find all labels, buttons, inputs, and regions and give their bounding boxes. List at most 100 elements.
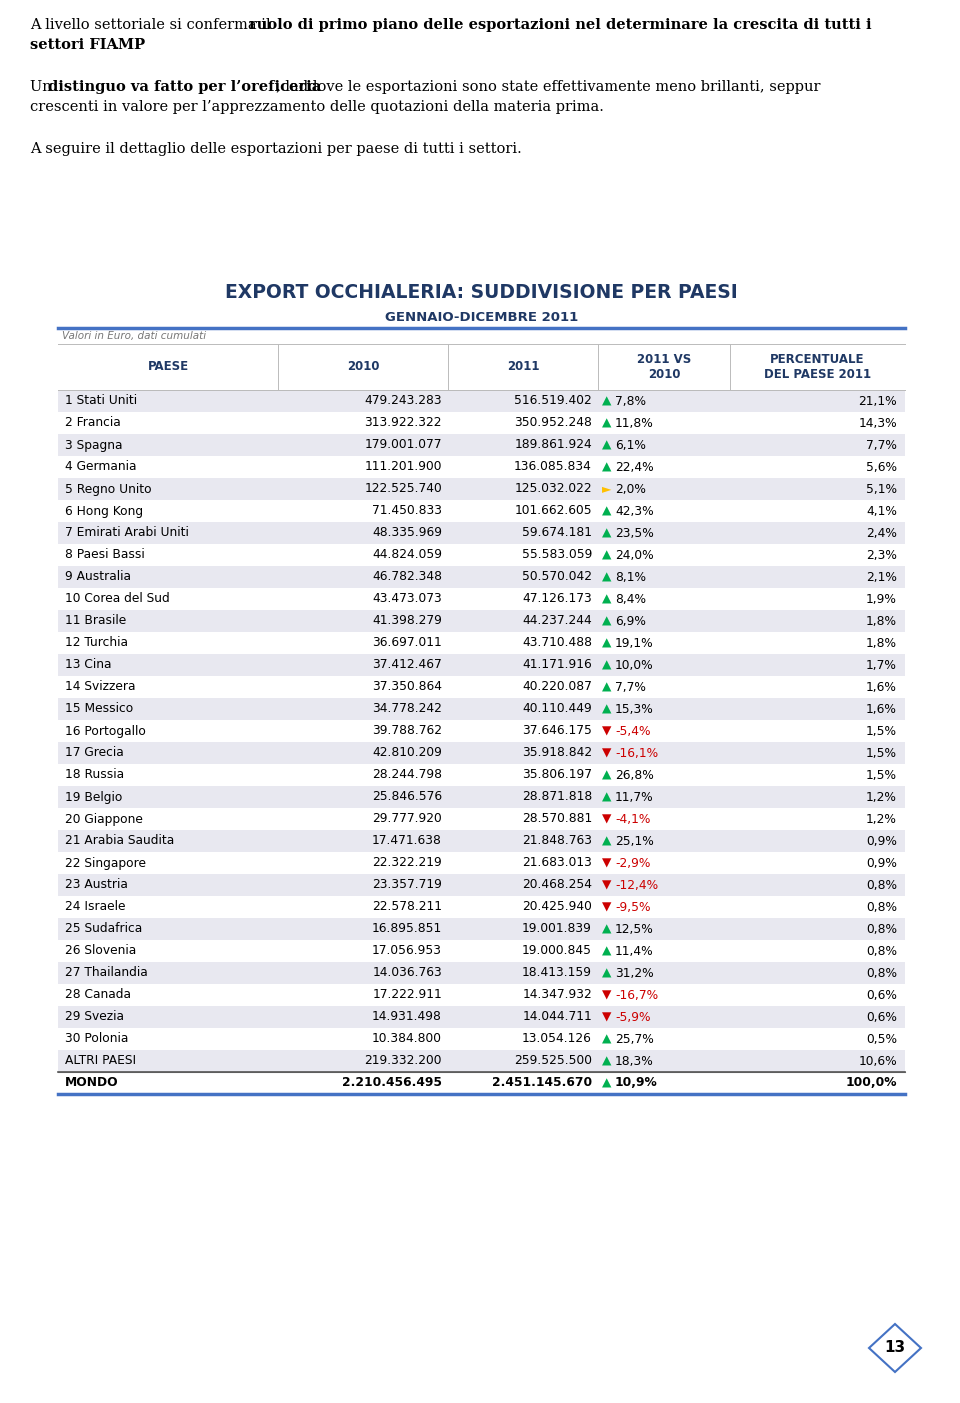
Text: 9 Australia: 9 Australia [65,571,131,584]
Text: 0,6%: 0,6% [866,989,897,1002]
Text: 2,3%: 2,3% [866,549,897,561]
Text: 516.519.402: 516.519.402 [515,394,592,407]
Text: 37.412.467: 37.412.467 [372,658,442,672]
Text: 7,7%: 7,7% [615,680,646,693]
Text: ▼: ▼ [602,856,612,870]
Text: 43.710.488: 43.710.488 [522,637,592,650]
Text: 36.697.011: 36.697.011 [372,637,442,650]
Text: ▲: ▲ [602,1055,612,1068]
Text: ▲: ▲ [602,439,612,452]
Text: 26,8%: 26,8% [615,769,654,781]
Bar [58,765,905,786]
Text: 50.570.042: 50.570.042 [522,571,592,584]
Text: ▼: ▼ [602,878,612,891]
Bar [58,522,905,544]
Text: 14.931.498: 14.931.498 [372,1010,442,1024]
Text: 10,0%: 10,0% [615,658,654,672]
Text: 44.824.059: 44.824.059 [372,549,442,561]
Text: ▼: ▼ [602,989,612,1002]
Text: ▲: ▲ [602,592,612,606]
Text: 17.471.638: 17.471.638 [372,835,442,847]
Text: 7,8%: 7,8% [615,394,646,407]
Text: ▲: ▲ [602,615,612,627]
Text: 4 Germania: 4 Germania [65,460,136,473]
Text: 2.451.145.670: 2.451.145.670 [492,1076,592,1090]
Text: ▲: ▲ [602,790,612,804]
Text: 0,8%: 0,8% [866,878,897,891]
Text: 1,2%: 1,2% [866,790,897,804]
Text: 8 Paesi Bassi: 8 Paesi Bassi [65,549,145,561]
Text: 23,5%: 23,5% [615,526,654,540]
Text: 28.871.818: 28.871.818 [521,790,592,804]
Bar [58,654,905,676]
Text: 14 Svizzera: 14 Svizzera [65,680,135,693]
Text: 12,5%: 12,5% [615,923,654,936]
Bar [58,984,905,1006]
Text: 125.032.022: 125.032.022 [515,483,592,495]
Text: 13: 13 [884,1340,905,1355]
Text: GENNAIO-DICEMBRE 2011: GENNAIO-DICEMBRE 2011 [385,311,578,324]
Text: 14.036.763: 14.036.763 [372,967,442,979]
Text: 14.347.932: 14.347.932 [522,989,592,1002]
Text: 0,9%: 0,9% [866,835,897,847]
Text: ▲: ▲ [602,637,612,650]
Text: 0,8%: 0,8% [866,923,897,936]
Text: 19,1%: 19,1% [615,637,654,650]
Text: 29.777.920: 29.777.920 [372,812,442,825]
Text: 122.525.740: 122.525.740 [364,483,442,495]
Text: 20.468.254: 20.468.254 [522,878,592,891]
Text: 24 Israele: 24 Israele [65,901,126,913]
Text: 47.126.173: 47.126.173 [522,592,592,606]
Text: 29 Svezia: 29 Svezia [65,1010,124,1024]
Text: 24,0%: 24,0% [615,549,654,561]
Text: 16.895.851: 16.895.851 [372,923,442,936]
Bar [58,699,905,720]
Text: ▲: ▲ [602,680,612,693]
Text: 22.322.219: 22.322.219 [372,856,442,870]
Text: ▲: ▲ [602,703,612,716]
Text: 0,8%: 0,8% [866,967,897,979]
Bar [58,786,905,808]
Text: 2,1%: 2,1% [866,571,897,584]
Text: -9,5%: -9,5% [615,901,651,913]
Text: 19.001.839: 19.001.839 [522,923,592,936]
Text: PERCENTUALE
DEL PAESE 2011: PERCENTUALE DEL PAESE 2011 [764,354,871,382]
Text: 11,8%: 11,8% [615,417,654,429]
Text: ▲: ▲ [602,549,612,561]
Text: ▲: ▲ [602,835,612,847]
Text: 17.056.953: 17.056.953 [372,944,442,957]
Text: 4,1%: 4,1% [866,505,897,518]
Text: PAESE: PAESE [148,361,188,373]
Text: Valori in Euro, dati cumulati: Valori in Euro, dati cumulati [62,331,206,341]
Text: 6,9%: 6,9% [615,615,646,627]
Text: 25.846.576: 25.846.576 [372,790,442,804]
Text: 39.788.762: 39.788.762 [372,724,442,738]
Text: Un: Un [30,80,57,94]
Bar [58,874,905,897]
Text: -5,4%: -5,4% [615,724,651,738]
Text: 313.922.322: 313.922.322 [365,417,442,429]
Text: 12 Turchia: 12 Turchia [65,637,128,650]
Text: 350.952.248: 350.952.248 [515,417,592,429]
Text: 1,9%: 1,9% [866,592,897,606]
Text: ▲: ▲ [602,769,612,781]
Text: ▼: ▼ [602,901,612,913]
Bar [58,434,905,456]
Text: 11,4%: 11,4% [615,944,654,957]
Text: 0,8%: 0,8% [866,901,897,913]
Text: 1,5%: 1,5% [866,746,897,759]
Text: 17.222.911: 17.222.911 [372,989,442,1002]
Text: ruolo di primo piano delle esportazioni nel determinare la crescita di tutti i: ruolo di primo piano delle esportazioni … [250,18,872,32]
Text: -4,1%: -4,1% [615,812,650,825]
Text: 40.220.087: 40.220.087 [522,680,592,693]
Text: 189.861.924: 189.861.924 [515,439,592,452]
Bar [58,808,905,831]
Text: ▲: ▲ [602,460,612,473]
Text: 8,1%: 8,1% [615,571,646,584]
Text: 22.578.211: 22.578.211 [372,901,442,913]
Text: 30 Polonia: 30 Polonia [65,1033,129,1045]
Text: 101.662.605: 101.662.605 [515,505,592,518]
Text: 10 Corea del Sud: 10 Corea del Sud [65,592,170,606]
Text: 13.054.126: 13.054.126 [522,1033,592,1045]
Text: 25,7%: 25,7% [615,1033,654,1045]
